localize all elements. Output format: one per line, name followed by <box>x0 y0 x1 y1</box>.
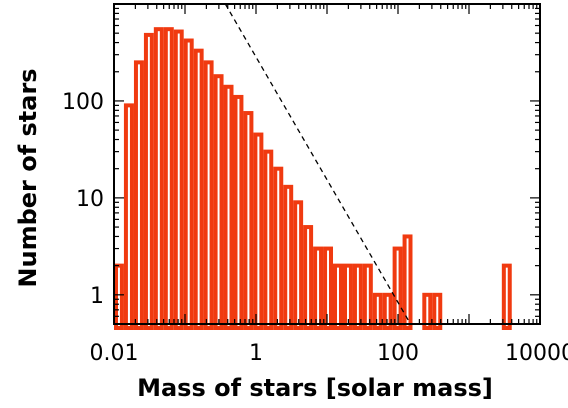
histogram-bar-21 <box>323 246 334 330</box>
histogram-bar-15 <box>263 149 274 330</box>
histogram-bar-30 <box>422 292 433 331</box>
histogram-bar-13 <box>243 111 254 330</box>
histogram-bar-6 <box>173 29 184 330</box>
histogram-bar-18 <box>293 200 304 331</box>
x-tick-label-3: 10000 <box>505 341 568 366</box>
ticks-group <box>113 4 541 325</box>
histogram-bar-5 <box>163 27 174 330</box>
histogram-bar-9 <box>203 60 214 330</box>
histogram-bar-8 <box>193 48 204 330</box>
y-tick-label-0: 1 <box>90 284 104 309</box>
histogram-bar-24 <box>352 263 363 330</box>
histogram-bar-28 <box>392 246 403 330</box>
histogram-bar-26 <box>372 292 383 331</box>
y-tick-label-1: 10 <box>76 187 104 212</box>
x-axis-label: Mass of stars [solar mass] <box>137 374 493 402</box>
histogram-bar-20 <box>313 246 324 330</box>
x-tick-label-2: 100 <box>377 341 419 366</box>
histogram-bar-3 <box>143 32 154 330</box>
histogram-bar-22 <box>333 263 343 330</box>
histogram-bar-1 <box>123 103 134 330</box>
y-tick-label-2: 100 <box>62 90 104 115</box>
histogram-bar-14 <box>253 132 264 330</box>
y-axis-label: Number of stars <box>14 68 42 287</box>
histogram-bar-0 <box>114 263 124 330</box>
histogram-bar-32 <box>501 263 512 330</box>
histogram-bar-10 <box>213 74 224 330</box>
histogram-bar-12 <box>233 94 244 331</box>
histogram-bar-29 <box>402 234 413 330</box>
histogram-bar-25 <box>362 263 373 330</box>
histogram-bar-4 <box>153 27 164 330</box>
histogram-bar-16 <box>273 166 284 330</box>
histogram-bar-19 <box>303 225 314 330</box>
tick-labels-group: 0.01 1 100 10000 1 10 100 <box>62 90 568 366</box>
histogram-bar-7 <box>183 38 194 330</box>
histogram-bar-2 <box>133 60 144 330</box>
histogram-bar-27 <box>382 292 393 331</box>
histogram-bar-17 <box>283 184 294 330</box>
histogram-bar-23 <box>342 263 353 330</box>
x-tick-label-1: 1 <box>249 341 263 366</box>
fit-line <box>224 3 412 325</box>
histogram-bar-11 <box>223 84 234 331</box>
bars-group <box>114 27 512 331</box>
histogram-bar-31 <box>432 292 443 331</box>
x-tick-label-0: 0.01 <box>90 341 139 366</box>
